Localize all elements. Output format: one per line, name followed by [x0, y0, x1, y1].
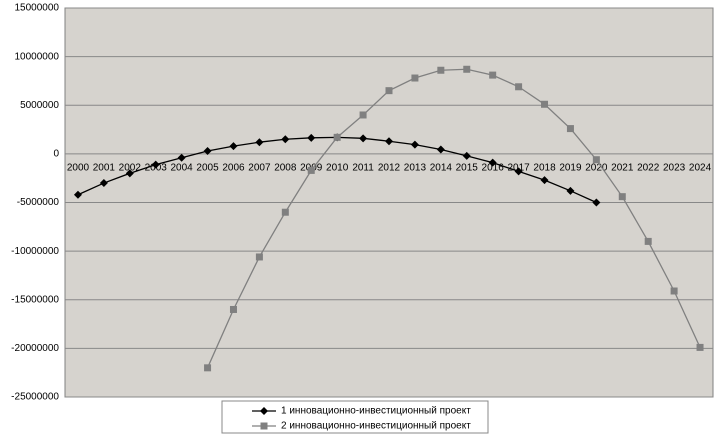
- y-tick-label: -10000000: [11, 246, 59, 257]
- marker: [541, 100, 549, 108]
- x-tick-label: 2011: [352, 163, 374, 174]
- marker: [177, 153, 186, 162]
- x-tick-label: 2005: [196, 163, 219, 174]
- marker: [385, 137, 393, 146]
- series-line: [206, 68, 701, 369]
- x-tick-label: 2012: [378, 163, 401, 174]
- marker: [410, 140, 419, 149]
- x-tick-label: 2023: [663, 163, 686, 174]
- y-tick-label: 15000000: [15, 3, 60, 14]
- y-tick-label: 10000000: [15, 51, 60, 62]
- x-tick-label: 2006: [222, 163, 245, 174]
- legend-marker: [260, 422, 268, 430]
- y-tick-label: -5000000: [17, 197, 60, 208]
- marker: [592, 198, 601, 207]
- x-tick-label: 2022: [637, 163, 660, 174]
- y-tick-label: -15000000: [11, 294, 59, 305]
- marker: [204, 364, 212, 372]
- marker: [307, 166, 315, 174]
- marker: [618, 193, 626, 201]
- marker: [437, 66, 445, 74]
- x-tick-label: 2004: [171, 163, 194, 174]
- marker: [255, 138, 264, 147]
- marker: [515, 83, 523, 91]
- x-tick-label: 2000: [67, 163, 90, 174]
- marker: [644, 237, 652, 245]
- marker: [462, 151, 471, 160]
- marker: [281, 208, 289, 216]
- marker: [592, 156, 600, 164]
- marker: [670, 287, 678, 295]
- marker: [151, 160, 160, 169]
- marker: [566, 186, 575, 195]
- x-tick-label: 2015: [456, 163, 479, 174]
- x-tick-label: 2008: [274, 163, 297, 174]
- y-tick-label: 0: [53, 149, 59, 160]
- x-tick-label: 2016: [482, 163, 505, 174]
- y-tick-label: -20000000: [11, 343, 59, 354]
- x-tick-label: 2007: [248, 163, 271, 174]
- marker: [229, 142, 238, 151]
- marker: [385, 87, 393, 95]
- marker: [696, 343, 704, 351]
- x-tick-label: 2020: [585, 163, 608, 174]
- x-tick-label: 2018: [533, 163, 556, 174]
- marker: [489, 71, 497, 79]
- marker: [73, 190, 82, 199]
- marker: [255, 253, 263, 261]
- marker: [125, 169, 134, 178]
- marker: [359, 111, 367, 119]
- marker: [203, 146, 212, 155]
- x-tick-label: 2013: [404, 163, 427, 174]
- x-tick-label: 2024: [689, 163, 712, 174]
- x-tick-label: 2014: [430, 163, 453, 174]
- marker: [99, 179, 108, 188]
- marker: [463, 65, 471, 73]
- marker: [540, 176, 549, 185]
- marker: [281, 135, 290, 144]
- marker: [359, 134, 368, 143]
- legend-label: 2 инновационно-инвестиционный проект: [281, 421, 471, 432]
- y-tick-label: 5000000: [20, 100, 59, 111]
- marker: [488, 158, 497, 167]
- marker: [229, 305, 237, 313]
- legend-marker: [260, 407, 268, 415]
- marker: [436, 145, 445, 154]
- marker: [566, 125, 574, 133]
- x-tick-label: 2019: [559, 163, 582, 174]
- y-tick-label: -25000000: [11, 392, 59, 403]
- x-tick-label: 2010: [326, 163, 349, 174]
- marker: [514, 167, 523, 176]
- x-tick-label: 2021: [611, 163, 634, 174]
- x-tick-label: 2001: [93, 163, 116, 174]
- marker: [411, 74, 419, 82]
- legend-label: 1 инновационно-инвестиционный проект: [281, 406, 471, 417]
- x-tick-label: 2002: [119, 163, 142, 174]
- marker: [333, 133, 341, 141]
- marker: [307, 133, 316, 142]
